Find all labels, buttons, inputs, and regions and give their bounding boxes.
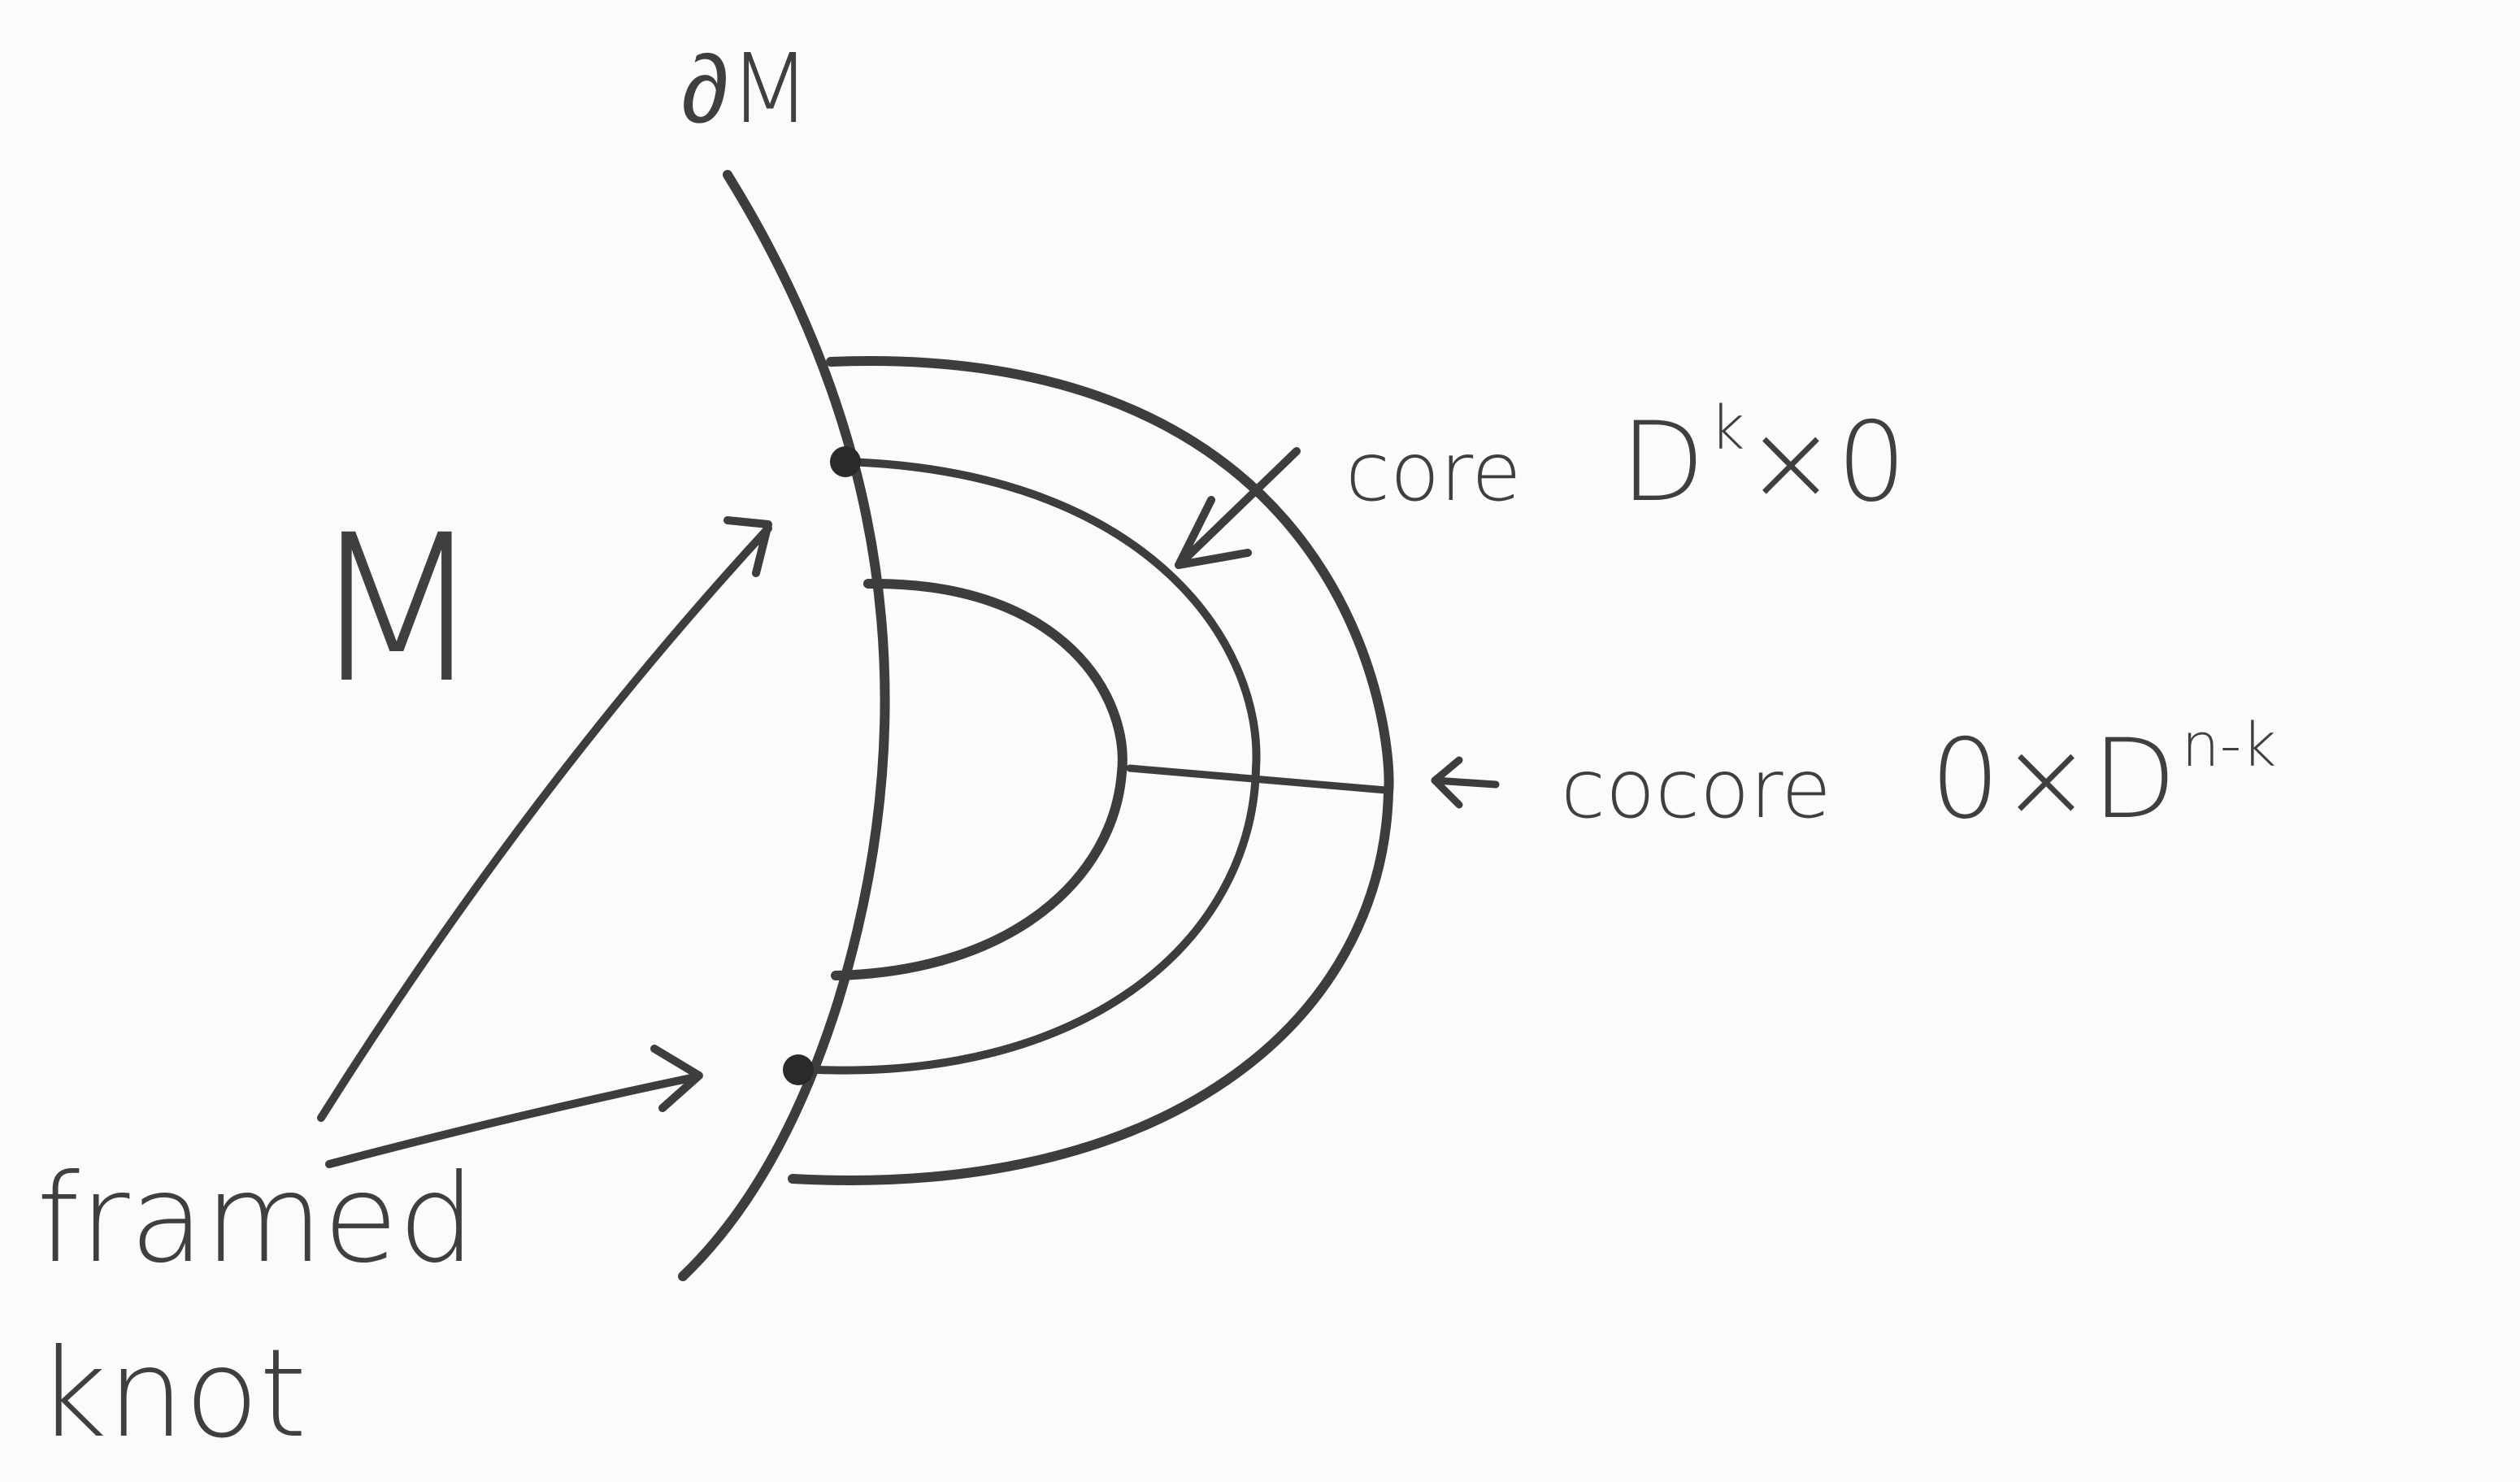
cocore-segment bbox=[1126, 764, 1390, 794]
core-curve bbox=[797, 458, 1261, 1075]
core-formula-sup: k bbox=[1710, 393, 1745, 463]
core-label: core Dk×0 bbox=[1345, 398, 1906, 517]
core-formula-tail: ×0 bbox=[1744, 398, 1907, 527]
boundary-curve bbox=[678, 170, 890, 1281]
manifold-label: M bbox=[309, 491, 484, 728]
framed-knot-label-line1: framed bbox=[37, 1149, 476, 1290]
core-word: core bbox=[1345, 424, 1522, 520]
knot-pointer-arrow-upper bbox=[317, 516, 772, 1122]
cocore-formula-head: 0×D bbox=[1930, 715, 2177, 844]
core-formula-base: D bbox=[1620, 398, 1705, 527]
knot-point-upper bbox=[830, 446, 861, 477]
core-pointer-arrow bbox=[1175, 447, 1301, 569]
cocore-formula-sup: n-k bbox=[2181, 710, 2277, 780]
cocore-word: cocore bbox=[1561, 741, 1831, 837]
handle-inner-boundary bbox=[831, 578, 1127, 980]
cocore-formula: 0×Dn-k bbox=[1931, 715, 2277, 843]
core-formula: Dk×0 bbox=[1620, 398, 1906, 526]
framed-knot-label-line2: knot bbox=[37, 1323, 307, 1465]
knot-pointer-arrow-lower bbox=[325, 1045, 703, 1168]
cocore-label: cocore 0×Dn-k bbox=[1561, 715, 2276, 834]
knot-point-lower bbox=[783, 1054, 814, 1085]
cocore-pointer-arrow bbox=[1431, 756, 1500, 809]
boundary-label: ∂M bbox=[681, 33, 812, 145]
